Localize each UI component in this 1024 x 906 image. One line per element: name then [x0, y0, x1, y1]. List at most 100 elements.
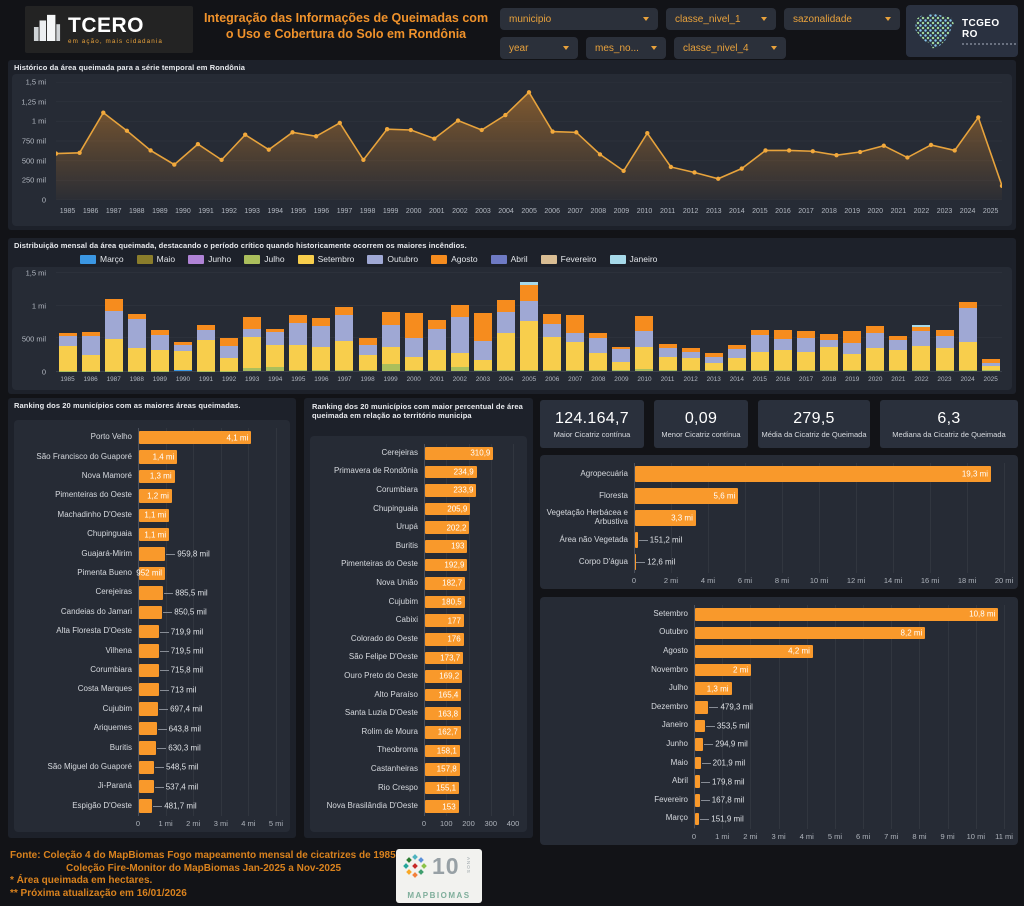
segment-agosto[interactable]	[58, 332, 77, 337]
stack-column-2021[interactable]	[887, 273, 910, 371]
bar-cabixi[interactable]: 177	[425, 614, 464, 627]
bar-alto-paraiso[interactable]: 165,4	[425, 688, 462, 702]
stack-column-2007[interactable]	[564, 273, 587, 371]
bar-fevereiro[interactable]	[695, 793, 700, 807]
bar-corumbiara[interactable]: 233,9	[425, 484, 477, 497]
segment-julho[interactable]	[497, 369, 516, 371]
filter-mes[interactable]: mes_no...	[586, 37, 666, 59]
bar-candeias-do-jamari[interactable]	[139, 605, 163, 619]
bar-chupinguaia[interactable]: 205,9	[425, 502, 471, 516]
bar-ouro-preto-do-oeste[interactable]: 169,2	[425, 670, 463, 683]
segment-setembro[interactable]	[704, 362, 723, 371]
segment-agosto[interactable]	[358, 337, 377, 346]
segment-setembro[interactable]	[81, 355, 100, 371]
segment-setembro[interactable]	[289, 344, 308, 371]
stack-column-1998[interactable]	[356, 273, 379, 371]
segment-outubro[interactable]	[381, 324, 400, 347]
stack-column-1988[interactable]	[125, 273, 148, 371]
segment-setembro[interactable]	[150, 350, 169, 371]
segment-agosto[interactable]	[750, 329, 769, 336]
segment-outubro[interactable]	[266, 331, 285, 346]
segment-setembro[interactable]	[404, 356, 423, 371]
bar-urupa[interactable]: 202,2	[425, 521, 470, 534]
segment-julho[interactable]	[727, 370, 746, 371]
segment-agosto[interactable]	[127, 313, 146, 320]
stack-column-1996[interactable]	[310, 273, 333, 371]
segment-outubro[interactable]	[497, 311, 516, 333]
segment-setembro[interactable]	[312, 347, 331, 371]
bar-rio-crespo[interactable]: 155,1	[425, 781, 460, 795]
segment-outubro[interactable]	[104, 310, 123, 340]
segment-setembro[interactable]	[381, 346, 400, 364]
stack-column-2009[interactable]	[610, 273, 633, 371]
segment-outubro[interactable]	[750, 335, 769, 352]
bar-cerejeiras[interactable]: 310,9	[425, 447, 494, 460]
bar-guajara-mirim[interactable]	[139, 547, 166, 561]
bar-ji-parana[interactable]	[139, 780, 154, 794]
segment-agosto[interactable]	[404, 312, 423, 338]
segment-setembro[interactable]	[612, 362, 631, 371]
segment-marco[interactable]	[173, 369, 192, 371]
segment-setembro[interactable]	[797, 351, 816, 371]
bar-cujubim[interactable]	[139, 702, 159, 716]
bar-rolim-de-moura[interactable]: 162,7	[425, 725, 461, 739]
segment-setembro[interactable]	[935, 348, 954, 371]
segment-julho[interactable]	[635, 369, 654, 371]
segment-setembro[interactable]	[197, 339, 215, 371]
segment-agosto[interactable]	[266, 329, 285, 332]
segment-outubro[interactable]	[889, 339, 908, 351]
segment-julho[interactable]	[612, 370, 631, 371]
stack-column-1999[interactable]	[379, 273, 402, 371]
segment-agosto[interactable]	[543, 314, 562, 325]
segment-setembro[interactable]	[335, 340, 354, 371]
bar-primavera-de-rondonia[interactable]: 234,9	[425, 465, 477, 479]
segment-outubro[interactable]	[566, 333, 585, 342]
filter-year[interactable]: year	[500, 37, 578, 59]
bar-pimenta-bueno[interactable]: 952 mil	[136, 566, 166, 581]
stack-column-2016[interactable]	[771, 273, 794, 371]
segment-julho[interactable]	[450, 367, 469, 371]
stack-column-1992[interactable]	[218, 273, 241, 371]
legend-item-junho[interactable]: Junho	[188, 254, 231, 264]
segment-julho[interactable]	[866, 370, 885, 371]
legend-item-julho[interactable]: Julho	[244, 254, 285, 264]
segment-julho[interactable]	[889, 370, 908, 371]
bar-espigao-d-oeste[interactable]	[139, 799, 153, 813]
segment-agosto[interactable]	[797, 330, 816, 339]
stack-column-2014[interactable]	[725, 273, 748, 371]
segment-agosto[interactable]	[773, 329, 792, 339]
segment-julho[interactable]	[658, 370, 677, 371]
stack-column-2022[interactable]	[910, 273, 933, 371]
segment-setembro[interactable]	[958, 341, 977, 371]
landcover-chart[interactable]: Agropecuária 19,3 mi Floresta 5,6 mi Vegetaç…	[540, 455, 1018, 589]
segment-outubro[interactable]	[243, 329, 262, 338]
segment-setembro[interactable]	[912, 345, 931, 371]
legend-item-agosto[interactable]: Agosto	[431, 254, 478, 264]
segment-setembro[interactable]	[520, 321, 539, 370]
segment-agosto[interactable]	[381, 312, 400, 325]
segment-agosto[interactable]	[173, 341, 192, 345]
segment-outubro[interactable]	[773, 338, 792, 350]
bar-maio[interactable]	[695, 756, 701, 770]
segment-outubro[interactable]	[981, 363, 1000, 367]
segment-outubro[interactable]	[81, 336, 100, 356]
bar-porto-velho[interactable]: 4,1 mi	[139, 431, 252, 445]
segment-outubro[interactable]	[450, 317, 469, 353]
segment-julho[interactable]	[543, 369, 562, 371]
segment-setembro[interactable]	[566, 341, 585, 370]
segment-julho[interactable]	[335, 370, 354, 371]
bar-ariquemes[interactable]	[139, 721, 157, 736]
segment-agosto[interactable]	[981, 359, 1000, 364]
segment-julho[interactable]	[289, 370, 308, 371]
segment-julho[interactable]	[427, 370, 446, 371]
segment-agosto[interactable]	[566, 314, 585, 334]
segment-setembro[interactable]	[820, 347, 839, 371]
segment-agosto[interactable]	[681, 348, 700, 353]
filter-municipio[interactable]: municipio	[500, 8, 658, 30]
segment-setembro[interactable]	[889, 350, 908, 371]
segment-outubro[interactable]	[958, 307, 977, 342]
stack-column-2023[interactable]	[933, 273, 956, 371]
bar-julho[interactable]: 1,3 mi	[695, 682, 732, 695]
segment-outubro[interactable]	[704, 357, 723, 363]
segment-outubro[interactable]	[220, 345, 239, 359]
